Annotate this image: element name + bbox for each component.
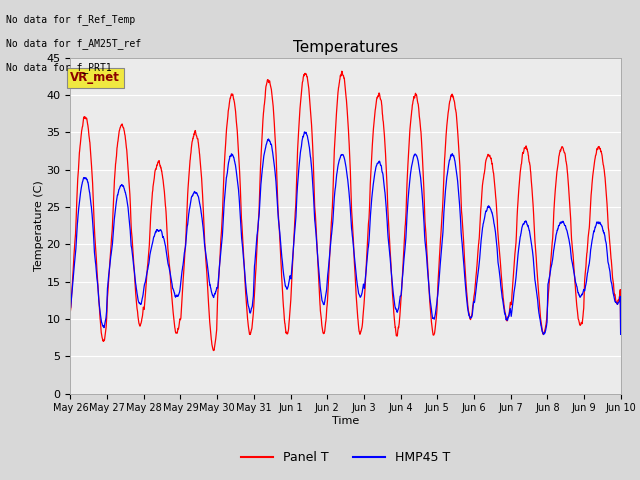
HMP45 T [67, 305, 74, 311]
Text: No data for f_Ref_Temp: No data for f_Ref_Temp [6, 14, 136, 25]
HMP45 T [301, 130, 309, 136]
HMP45 T [129, 259, 137, 265]
X-axis label: Time: Time [332, 416, 359, 426]
Panel T [129, 252, 137, 258]
HMP45 T [607, 273, 614, 279]
Line: HMP45 T: HMP45 T [70, 132, 621, 335]
Panel T [301, 72, 309, 77]
Panel T [338, 68, 346, 74]
Y-axis label: Temperature (C): Temperature (C) [34, 180, 44, 271]
Panel T [607, 247, 614, 252]
Text: No data for f_AM25T_ref: No data for f_AM25T_ref [6, 38, 141, 49]
HMP45 T [162, 245, 170, 251]
Panel T [278, 274, 285, 279]
Text: VR_met: VR_met [70, 71, 120, 84]
HMP45 T [547, 264, 555, 270]
Panel T [617, 327, 625, 333]
HMP45 T [301, 129, 308, 135]
Text: No data for f_PRT1: No data for f_PRT1 [6, 62, 112, 73]
Panel T [162, 206, 170, 212]
HMP45 T [540, 332, 547, 337]
HMP45 T [617, 331, 625, 336]
Title: Temperatures: Temperatures [293, 40, 398, 55]
Legend: Panel T, HMP45 T: Panel T, HMP45 T [236, 446, 455, 469]
Line: Panel T: Panel T [70, 71, 621, 350]
HMP45 T [278, 250, 285, 256]
Panel T [67, 308, 74, 314]
Panel T [547, 256, 555, 262]
Panel T [210, 348, 218, 353]
